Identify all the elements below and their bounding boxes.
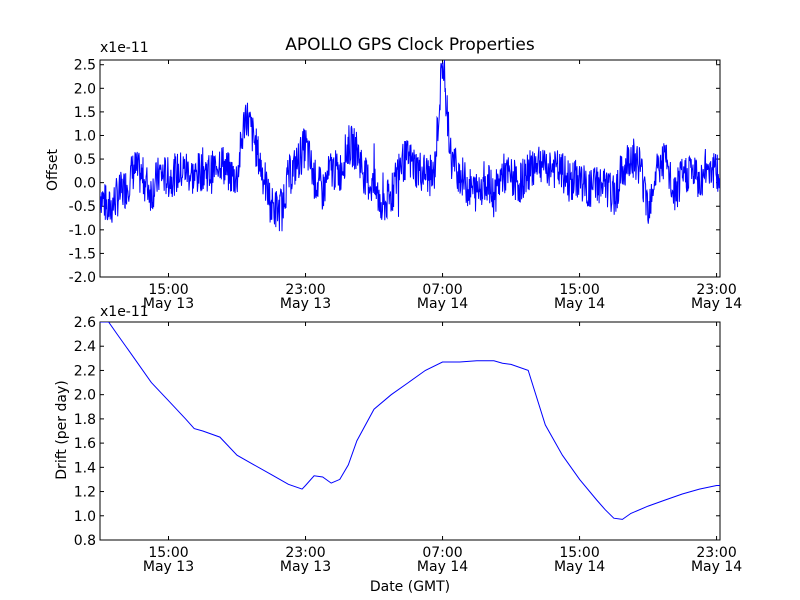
top-series-line: [100, 60, 720, 232]
bottom-x-tick-date: May 14: [554, 559, 605, 575]
top-plot-frame: [99, 59, 721, 278]
bottom-series-line: [100, 322, 720, 520]
bottom-y-tick-label: 1.6: [74, 436, 96, 452]
top-x-tick-time: 15:00: [148, 282, 188, 298]
top-x-tick-time: 07:00: [422, 282, 462, 298]
bottom-y-tick-label: 2.0: [74, 388, 96, 404]
top-y-tick-label: 0.5: [74, 152, 96, 168]
top-y-axis-label: Offset: [45, 148, 61, 191]
top-y-tick-label: 0.0: [74, 176, 96, 192]
top-x-tick-time: 23:00: [696, 282, 736, 298]
bottom-y-axis-label: Drift (per day): [54, 380, 70, 479]
bottom-x-tick-date: May 13: [280, 559, 331, 575]
top-y-tick-label: 1.5: [74, 105, 96, 121]
top-y-tick-label: -1.5: [69, 246, 96, 262]
bottom-x-axis-label: Date (GMT): [370, 579, 450, 595]
bottom-x-tick-date: May 14: [691, 559, 742, 575]
top-x-tick-time: 15:00: [559, 282, 599, 298]
bottom-y-tick-label: 2.2: [74, 363, 96, 379]
bottom-x-tick-time: 23:00: [696, 545, 736, 561]
top-x-tick-date: May 14: [691, 296, 742, 312]
bottom-y-tick-label: 0.8: [74, 533, 96, 549]
top-y-tick-label: -2.0: [69, 270, 96, 286]
chart-title: APOLLO GPS Clock Properties: [285, 35, 535, 55]
bottom-x-tick-time: 15:00: [148, 545, 188, 561]
bottom-y-tick-label: 2.6: [74, 315, 96, 331]
bottom-y-tick-label: 1.4: [74, 460, 96, 476]
bottom-y-tick-label: 1.2: [74, 485, 96, 501]
bottom-x-tick-time: 07:00: [422, 545, 462, 561]
bottom-x-tick-date: May 13: [143, 559, 194, 575]
top-y-tick-label: 2.5: [74, 58, 96, 74]
bottom-x-tick-date: May 14: [417, 559, 468, 575]
top-y-offset-label: x1e-11: [100, 40, 149, 56]
top-x-tick-time: 23:00: [285, 282, 325, 298]
bottom-x-tick-time: 23:00: [285, 545, 325, 561]
bottom-y-tick-label: 2.4: [74, 339, 96, 355]
top-y-tick-label: -0.5: [69, 199, 96, 215]
top-x-tick-date: May 14: [554, 296, 605, 312]
bottom-plot-frame: [99, 321, 721, 541]
bottom-y-tick-label: 1.0: [74, 509, 96, 525]
top-y-tick-label: -1.0: [69, 223, 96, 239]
top-x-tick-date: May 13: [143, 296, 194, 312]
top-x-tick-date: May 13: [280, 296, 331, 312]
offset-plot: 2.52.01.51.00.50.0-0.5-1.0-1.5-2.015:00M…: [69, 58, 743, 312]
bottom-y-offset-label: x1e-11: [100, 304, 149, 320]
top-y-tick-label: 1.0: [74, 128, 96, 144]
bottom-y-tick-label: 1.8: [74, 412, 96, 428]
top-x-tick-date: May 14: [417, 296, 468, 312]
bottom-x-tick-time: 15:00: [559, 545, 599, 561]
top-y-tick-label: 2.0: [74, 81, 96, 97]
